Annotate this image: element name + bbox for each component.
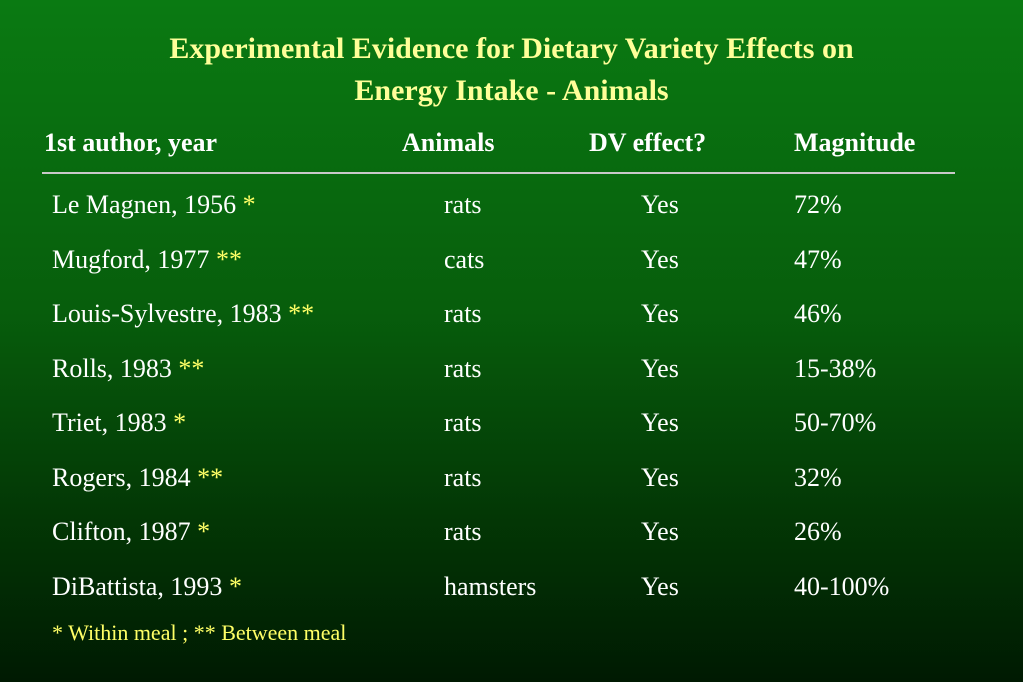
- author-cell: Mugford, 1977 **: [52, 245, 242, 275]
- author-cell: Le Magnen, 1956 *: [52, 190, 256, 220]
- magnitude-cell: 46%: [794, 299, 842, 328]
- slide-title-line-1: Experimental Evidence for Dietary Variet…: [169, 32, 854, 65]
- magnitude-cell: 50-70%: [794, 408, 877, 437]
- author-text: Mugford, 1977: [52, 245, 210, 274]
- dv-effect-cell: Yes: [641, 517, 679, 546]
- dv-effect-cell: Yes: [641, 190, 679, 219]
- magnitude-cell: 32%: [794, 463, 842, 492]
- author-cell: Louis-Sylvestre, 1983 **: [52, 299, 314, 329]
- author-cell: DiBattista, 1993 *: [52, 572, 242, 602]
- animals-cell: hamsters: [444, 572, 537, 601]
- table-row: Mugford, 1977 ** cats Yes 47%: [0, 245, 1023, 299]
- header-magnitude: Magnitude: [794, 128, 916, 157]
- header-author: 1st author, year: [44, 128, 218, 157]
- meal-mark: **: [215, 245, 242, 274]
- animals-cell: rats: [444, 299, 482, 328]
- header-animals: Animals: [402, 128, 495, 157]
- slide-title: Experimental Evidence for Dietary Variet…: [0, 28, 1023, 112]
- table-row: Rogers, 1984 ** rats Yes 32%: [0, 463, 1023, 517]
- animals-cell: rats: [444, 463, 482, 492]
- meal-mark: *: [173, 408, 187, 437]
- dv-effect-cell: Yes: [641, 408, 679, 437]
- dv-effect-cell: Yes: [641, 354, 679, 383]
- table-row: Louis-Sylvestre, 1983 ** rats Yes 46%: [0, 299, 1023, 353]
- meal-mark: *: [242, 190, 256, 219]
- table-row: DiBattista, 1993 * hamsters Yes 40-100%: [0, 572, 1023, 626]
- slide-title-line-2: Energy Intake - Animals: [354, 74, 669, 107]
- dv-effect-cell: Yes: [641, 463, 679, 492]
- meal-mark: **: [288, 299, 315, 328]
- author-text: DiBattista, 1993: [52, 572, 223, 601]
- header-divider: [42, 172, 955, 174]
- footnote: * Within meal ; ** Between meal: [52, 620, 347, 645]
- magnitude-cell: 47%: [794, 245, 842, 274]
- animals-cell: cats: [444, 245, 485, 274]
- author-text: Triet, 1983: [52, 408, 167, 437]
- author-text: Rogers, 1984: [52, 463, 191, 492]
- author-text: Le Magnen, 1956: [52, 190, 237, 219]
- meal-mark: **: [178, 354, 205, 383]
- meal-mark: *: [228, 572, 242, 601]
- meal-mark: *: [197, 517, 211, 546]
- dv-effect-cell: Yes: [641, 572, 679, 601]
- magnitude-cell: 26%: [794, 517, 842, 546]
- dv-effect-cell: Yes: [641, 245, 679, 274]
- author-cell: Rolls, 1983 **: [52, 354, 204, 384]
- author-text: Clifton, 1987: [52, 517, 191, 546]
- author-text: Rolls, 1983: [52, 354, 172, 383]
- header-dv-effect: DV effect?: [589, 128, 707, 157]
- author-text: Louis-Sylvestre, 1983: [52, 299, 282, 328]
- table-row: Clifton, 1987 * rats Yes 26%: [0, 517, 1023, 571]
- author-cell: Clifton, 1987 *: [52, 517, 210, 547]
- magnitude-cell: 15-38%: [794, 354, 877, 383]
- table-row: Triet, 1983 * rats Yes 50-70%: [0, 408, 1023, 462]
- magnitude-cell: 40-100%: [794, 572, 890, 601]
- animals-cell: rats: [444, 354, 482, 383]
- meal-mark: **: [197, 463, 224, 492]
- author-cell: Triet, 1983 *: [52, 408, 186, 438]
- table-row: Le Magnen, 1956 * rats Yes 72%: [0, 190, 1023, 244]
- animals-cell: rats: [444, 408, 482, 437]
- magnitude-cell: 72%: [794, 190, 842, 219]
- dv-effect-cell: Yes: [641, 299, 679, 328]
- animals-cell: rats: [444, 190, 482, 219]
- author-cell: Rogers, 1984 **: [52, 463, 223, 493]
- animals-cell: rats: [444, 517, 482, 546]
- table-row: Rolls, 1983 ** rats Yes 15-38%: [0, 354, 1023, 408]
